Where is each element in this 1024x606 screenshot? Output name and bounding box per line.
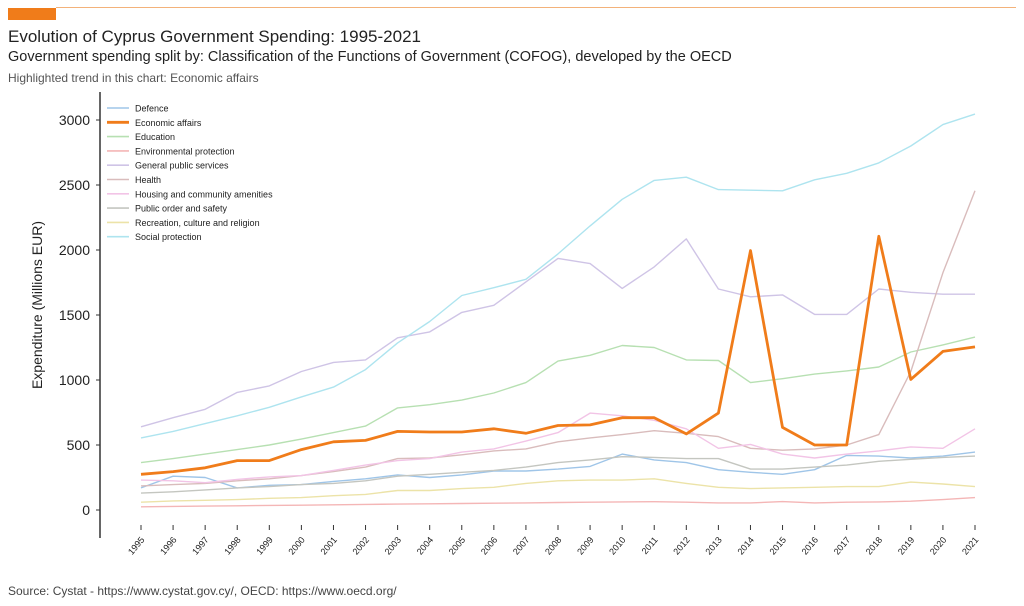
series-line-environmental-protection bbox=[140, 496, 976, 508]
x-tick-label: 2001 bbox=[318, 535, 339, 557]
legend-label-defence: Defence bbox=[135, 104, 169, 114]
y-tick-label: 2000 bbox=[59, 242, 90, 258]
x-tick-label: 2011 bbox=[640, 535, 660, 556]
x-tick-label: 2012 bbox=[671, 535, 692, 557]
y-tick-label: 3000 bbox=[59, 112, 90, 128]
header-accent-bar bbox=[8, 8, 56, 20]
x-tick-label: 2017 bbox=[832, 535, 853, 557]
x-tick-label: 2014 bbox=[735, 535, 756, 557]
x-tick-label: 1995 bbox=[126, 535, 147, 557]
series-line-education bbox=[140, 336, 976, 464]
legend-label-environmental-protection: Environmental protection bbox=[135, 146, 235, 156]
legend: Defence Economic affairs Education Environm… bbox=[107, 104, 273, 242]
series-line-public-order-and-safety bbox=[140, 455, 976, 494]
series-line-economic-affairs bbox=[140, 234, 976, 476]
x-tick-label: 2019 bbox=[896, 535, 917, 557]
x-tick-label: 1998 bbox=[222, 535, 243, 557]
x-tick-label: 2015 bbox=[768, 535, 789, 557]
y-tick-label: 2500 bbox=[59, 177, 90, 193]
y-tick-label: 1500 bbox=[59, 307, 90, 323]
x-tick-label: 2005 bbox=[447, 535, 468, 557]
y-axis-ticks: 0 500 1000 1500 2000 2500 3000 bbox=[59, 112, 100, 518]
x-tick-label: 2002 bbox=[351, 535, 372, 557]
x-tick-label: 2010 bbox=[607, 535, 628, 557]
series-lines bbox=[140, 113, 976, 508]
x-tick-label: 1996 bbox=[158, 535, 179, 557]
highlight-note: Highlighted trend in this chart: Economi… bbox=[8, 71, 259, 85]
series-line-general-public-services bbox=[140, 238, 975, 428]
x-tick-label: 2006 bbox=[479, 535, 500, 557]
y-tick-label: 0 bbox=[82, 502, 90, 518]
series-line-social-protection bbox=[140, 113, 976, 439]
y-tick-label: 1000 bbox=[59, 372, 90, 388]
legend-label-social-protection: Social protection bbox=[135, 232, 202, 242]
x-tick-label: 2004 bbox=[415, 535, 436, 557]
x-tick-label: 2016 bbox=[800, 535, 821, 557]
legend-label-recreation-culture-and-religion: Recreation, culture and religion bbox=[135, 218, 260, 228]
legend-label-health: Health bbox=[135, 175, 161, 185]
legend-label-housing-and-community-amenities: Housing and community amenities bbox=[135, 189, 273, 199]
series-line-housing-and-community-amenities bbox=[140, 412, 976, 484]
series-line-health bbox=[140, 190, 976, 487]
x-tick-label: 1997 bbox=[190, 535, 211, 557]
legend-label-public-order-and-safety: Public order and safety bbox=[135, 204, 228, 214]
series-line-recreation-culture-and-religion bbox=[140, 478, 976, 503]
source-note: Source: Cystat - https://www.cystat.gov.… bbox=[8, 584, 397, 598]
chart-title: Evolution of Cyprus Government Spending:… bbox=[8, 27, 421, 46]
header-accent-line bbox=[56, 7, 1016, 8]
x-tick-label: 2009 bbox=[575, 535, 596, 557]
x-tick-label: 1999 bbox=[254, 535, 275, 557]
x-tick-label: 2003 bbox=[383, 535, 404, 557]
x-tick-label: 2021 bbox=[960, 535, 981, 557]
legend-label-education: Education bbox=[135, 132, 175, 142]
y-axis-label: Expenditure (Millions EUR) bbox=[29, 221, 45, 389]
x-tick-label: 2020 bbox=[928, 535, 949, 557]
legend-label-economic-affairs: Economic affairs bbox=[135, 118, 202, 128]
x-tick-label: 2000 bbox=[286, 535, 307, 557]
legend-label-general-public-services: General public services bbox=[135, 161, 229, 171]
series-line-defence bbox=[140, 451, 976, 489]
y-tick-label: 500 bbox=[67, 437, 91, 453]
x-tick-label: 2007 bbox=[511, 535, 532, 557]
x-axis-ticks: 1995 1996 1997 1998 1999 2000 2001 2002 2003 2004… bbox=[126, 525, 981, 557]
x-tick-label: 2013 bbox=[703, 535, 724, 557]
x-tick-label: 2008 bbox=[543, 535, 564, 557]
chart-subtitle: Government spending split by: Classifica… bbox=[8, 49, 732, 65]
x-tick-label: 2018 bbox=[864, 535, 885, 557]
